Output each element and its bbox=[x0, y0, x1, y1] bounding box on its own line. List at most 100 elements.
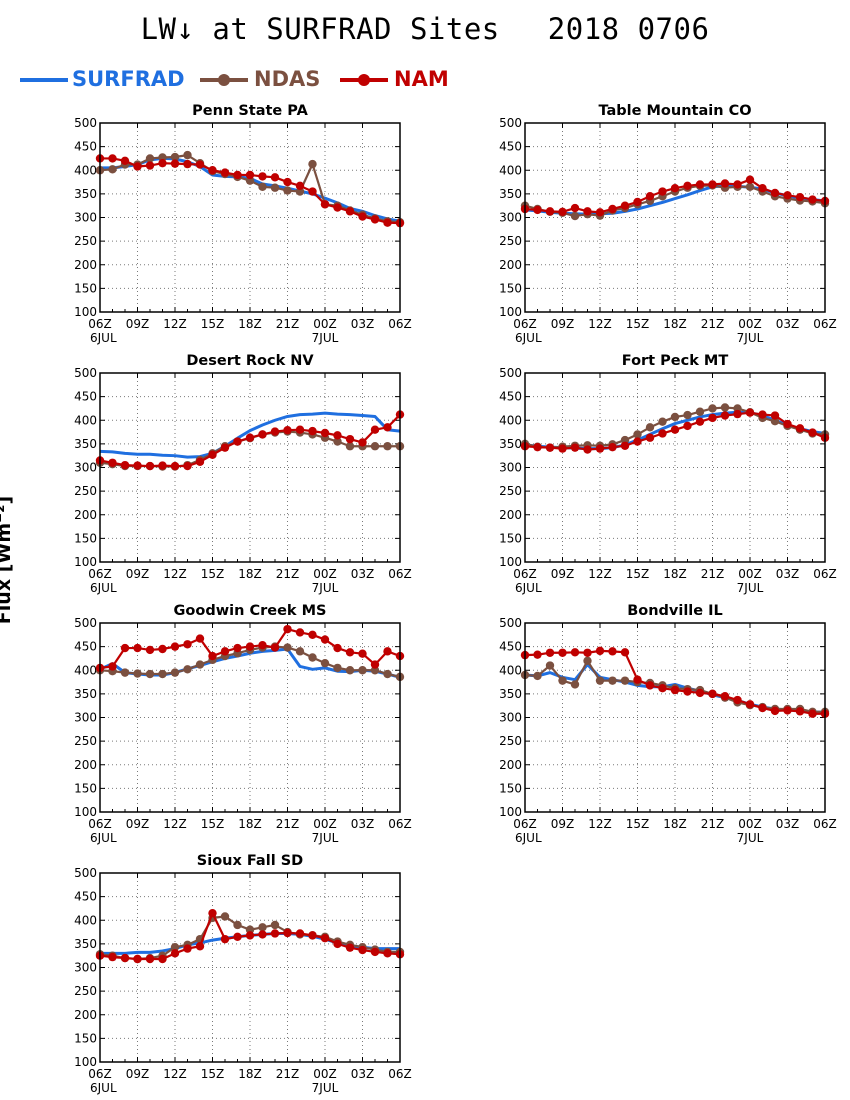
x-tick-label: 03Z bbox=[776, 567, 800, 581]
legend-label-surfrad: SURFRAD bbox=[72, 67, 185, 91]
data-point-nam bbox=[333, 643, 342, 653]
data-point-nam bbox=[758, 184, 767, 193]
x-date-label: 6JUL bbox=[515, 581, 542, 595]
data-point-nam bbox=[370, 947, 380, 957]
x-tick-label: 18Z bbox=[238, 317, 262, 331]
x-tick-label: 06Z bbox=[813, 817, 837, 831]
y-tick-label: 350 bbox=[499, 687, 522, 701]
x-tick-label: 21Z bbox=[276, 317, 300, 331]
x-tick-label: 00Z bbox=[313, 567, 337, 581]
data-point-nam bbox=[595, 444, 605, 453]
data-point-nam bbox=[208, 908, 217, 918]
data-point-nam bbox=[233, 170, 242, 180]
x-tick-label: 03Z bbox=[351, 1067, 375, 1081]
x-tick-label: 09Z bbox=[126, 567, 150, 581]
data-point-ndas bbox=[708, 404, 717, 413]
data-point-nam bbox=[370, 215, 380, 224]
x-tick-label: 03Z bbox=[351, 567, 375, 581]
data-point-nam bbox=[608, 442, 617, 452]
data-point-ndas bbox=[670, 412, 680, 422]
x-tick-label: 12Z bbox=[588, 817, 612, 831]
y-tick-label: 100 bbox=[74, 805, 97, 819]
data-point-nam bbox=[570, 443, 580, 452]
y-tick-label: 450 bbox=[499, 390, 522, 404]
data-point-nam bbox=[270, 643, 280, 652]
x-tick-label: 06Z bbox=[388, 567, 412, 581]
data-point-ndas bbox=[195, 660, 205, 669]
data-point-nam bbox=[208, 651, 217, 661]
y-tick-label: 300 bbox=[499, 211, 522, 225]
x-tick-label: 15Z bbox=[626, 567, 650, 581]
data-point-nam bbox=[370, 660, 380, 669]
data-point-nam bbox=[708, 180, 717, 189]
panel-fort-peck-mt: Fort Peck MT 100 150 200 250 300 350 400 450 500 0… bbox=[499, 353, 837, 595]
data-point-nam bbox=[108, 952, 117, 962]
data-point-nam bbox=[120, 460, 130, 470]
data-point-ndas bbox=[658, 417, 667, 426]
data-point-nam bbox=[245, 170, 255, 180]
series-line-surfrad bbox=[99, 411, 401, 459]
y-tick-label: 500 bbox=[74, 366, 97, 380]
data-point-ndas bbox=[695, 407, 705, 416]
data-point-nam bbox=[120, 643, 130, 653]
x-tick-label: 06Z bbox=[513, 567, 537, 581]
data-point-ndas bbox=[295, 647, 305, 656]
y-tick-label: 350 bbox=[499, 187, 522, 201]
data-point-nam bbox=[783, 419, 792, 429]
data-point-nam bbox=[733, 409, 742, 419]
data-point-nam bbox=[183, 461, 192, 471]
data-point-nam bbox=[233, 932, 242, 941]
y-tick-label: 300 bbox=[499, 711, 522, 725]
x-tick-label: 06Z bbox=[388, 1067, 412, 1081]
data-point-nam bbox=[383, 949, 392, 958]
y-tick-label: 100 bbox=[499, 305, 522, 319]
data-point-nam bbox=[595, 208, 605, 217]
data-point-nam bbox=[658, 684, 667, 693]
data-point-ndas bbox=[108, 165, 117, 174]
data-point-nam bbox=[145, 161, 155, 170]
data-point-nam bbox=[633, 437, 642, 446]
data-point-nam bbox=[145, 461, 155, 471]
x-tick-label: 03Z bbox=[776, 317, 800, 331]
data-point-ndas bbox=[720, 403, 730, 412]
x-tick-label: 00Z bbox=[738, 567, 762, 581]
data-point-nam bbox=[358, 212, 367, 221]
y-tick-label: 200 bbox=[499, 258, 522, 272]
panel-title: Sioux Fall SD bbox=[197, 853, 303, 869]
data-point-nam bbox=[308, 630, 317, 640]
x-date-label: 7JUL bbox=[312, 1081, 339, 1095]
x-tick-label: 18Z bbox=[238, 1067, 262, 1081]
data-point-nam bbox=[233, 437, 242, 446]
y-tick-label: 100 bbox=[499, 805, 522, 819]
data-point-nam bbox=[708, 413, 717, 423]
data-point-nam bbox=[233, 643, 242, 653]
x-tick-label: 18Z bbox=[238, 567, 262, 581]
x-tick-label: 06Z bbox=[88, 817, 112, 831]
y-tick-label: 150 bbox=[499, 281, 522, 295]
data-point-ndas bbox=[258, 182, 267, 191]
data-point-ndas bbox=[608, 676, 617, 685]
data-point-nam bbox=[358, 649, 367, 658]
legend-swatch-surfrad bbox=[20, 78, 68, 82]
data-point-nam bbox=[295, 425, 305, 434]
y-tick-label: 250 bbox=[499, 484, 522, 498]
data-point-nam bbox=[158, 644, 167, 654]
data-point-nam bbox=[320, 635, 330, 644]
y-tick-label: 400 bbox=[74, 413, 97, 427]
y-tick-label: 100 bbox=[74, 305, 97, 319]
x-tick-label: 12Z bbox=[163, 1067, 187, 1081]
x-tick-label: 09Z bbox=[551, 567, 575, 581]
data-point-ndas bbox=[320, 658, 330, 668]
data-point-ndas bbox=[383, 669, 392, 679]
data-point-ndas bbox=[533, 671, 542, 681]
x-tick-label: 09Z bbox=[126, 1067, 150, 1081]
data-point-nam bbox=[370, 425, 380, 434]
panel-title: Bondville IL bbox=[627, 603, 723, 619]
x-date-label: 6JUL bbox=[90, 831, 117, 845]
data-point-ndas bbox=[158, 669, 167, 679]
data-point-ndas bbox=[570, 680, 580, 689]
data-point-ndas bbox=[570, 211, 580, 221]
data-point-nam bbox=[570, 203, 580, 213]
data-point-nam bbox=[645, 681, 655, 690]
data-point-ndas bbox=[595, 676, 605, 685]
